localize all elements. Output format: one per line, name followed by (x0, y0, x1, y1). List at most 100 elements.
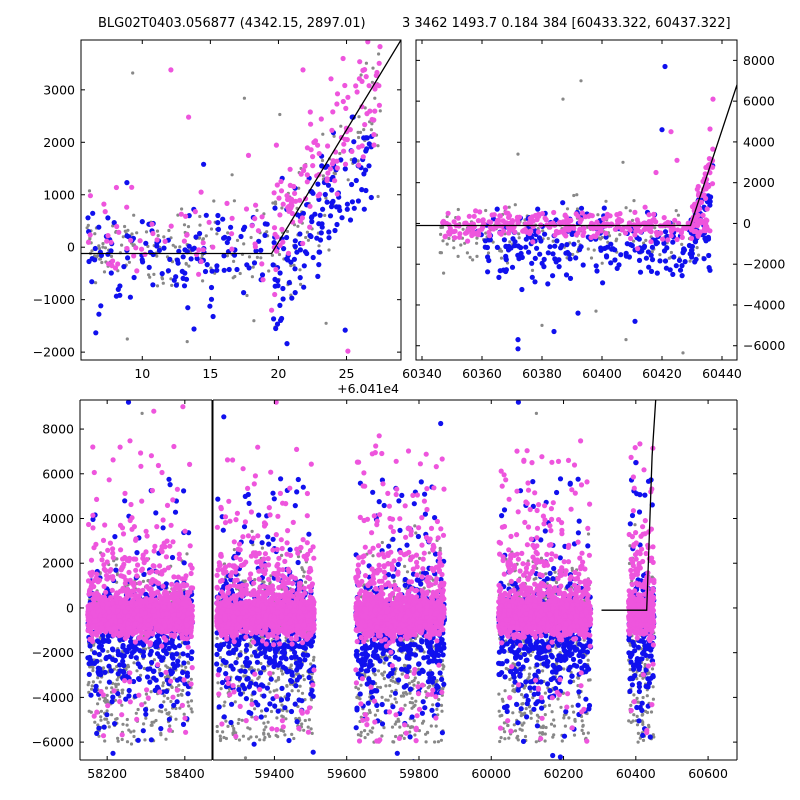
data-point (323, 214, 326, 217)
data-point (547, 244, 552, 249)
data-point (103, 209, 108, 214)
data-point (279, 316, 284, 321)
data-point (128, 261, 131, 264)
data-point (215, 232, 218, 235)
data-point (121, 264, 126, 269)
data-point (198, 224, 201, 227)
data-point (637, 258, 642, 263)
data-point (335, 91, 340, 96)
data-point (670, 251, 673, 254)
data-point (356, 198, 361, 203)
data-point (317, 151, 322, 156)
data-point (100, 261, 103, 264)
data-point (670, 240, 675, 245)
data-point (568, 276, 573, 281)
data-point (274, 143, 279, 148)
data-point (475, 255, 478, 258)
data-point (504, 267, 509, 272)
data-point (664, 266, 669, 271)
data-point (263, 221, 268, 226)
data-point (314, 236, 319, 241)
data-point (128, 295, 133, 300)
data-point (229, 231, 234, 236)
data-point (702, 256, 707, 261)
data-point (293, 244, 298, 249)
data-point (181, 276, 186, 281)
data-point (180, 207, 183, 210)
data-point (248, 255, 251, 258)
data-point (88, 193, 93, 198)
data-point (253, 203, 258, 208)
data-point (363, 168, 368, 173)
data-point (508, 206, 511, 209)
data-point (93, 246, 98, 251)
data-point (236, 239, 239, 242)
data-point (376, 144, 379, 147)
data-point (329, 128, 334, 133)
data-point (133, 245, 138, 250)
data-point (675, 209, 678, 212)
data-point (124, 246, 129, 251)
data-point (618, 233, 621, 236)
data-point (203, 269, 208, 274)
data-point (496, 275, 501, 280)
data-point (485, 254, 490, 259)
data-point (304, 236, 307, 239)
data-point (317, 250, 322, 255)
data-point (526, 250, 531, 255)
data-point (677, 258, 682, 263)
data-point (347, 178, 350, 181)
data-point (343, 328, 348, 333)
data-point (293, 199, 298, 204)
data-point (697, 254, 700, 257)
data-point (246, 153, 251, 158)
data-point (446, 243, 449, 246)
data-point (500, 257, 503, 260)
data-point (196, 247, 201, 252)
data-point (602, 206, 607, 211)
data-point (105, 215, 110, 220)
data-point (116, 230, 121, 235)
data-point (560, 200, 565, 205)
data-point (271, 262, 276, 267)
data-point (531, 269, 534, 272)
data-point (326, 229, 331, 234)
data-point (286, 251, 291, 256)
data-point (277, 212, 282, 217)
data-point (273, 267, 278, 272)
data-point (343, 162, 348, 167)
data-point (367, 83, 372, 88)
data-point (629, 209, 632, 212)
data-point (371, 132, 376, 137)
data-point (150, 282, 155, 287)
data-point (566, 207, 569, 210)
data-point (210, 227, 213, 230)
data-point (252, 319, 255, 322)
data-point (587, 247, 590, 250)
data-point (696, 246, 699, 249)
data-point (326, 235, 331, 240)
data-point (205, 234, 208, 237)
data-point (193, 209, 198, 214)
data-point (174, 283, 179, 288)
data-point (554, 259, 559, 264)
data-point (687, 243, 692, 248)
data-point (677, 214, 680, 217)
data-point (88, 189, 91, 192)
data-point (362, 128, 365, 131)
data-point (298, 247, 303, 252)
data-point (226, 231, 229, 234)
data-point (298, 275, 303, 280)
data-point (517, 232, 520, 235)
data-point (289, 203, 294, 208)
data-point (229, 247, 234, 252)
data-point (267, 269, 270, 272)
data-point (341, 149, 346, 154)
data-point (568, 256, 573, 261)
data-point (123, 225, 126, 228)
data-point (459, 243, 462, 246)
data-point (232, 276, 235, 279)
data-point (284, 235, 289, 240)
data-point (214, 263, 219, 268)
data-point (508, 240, 511, 243)
